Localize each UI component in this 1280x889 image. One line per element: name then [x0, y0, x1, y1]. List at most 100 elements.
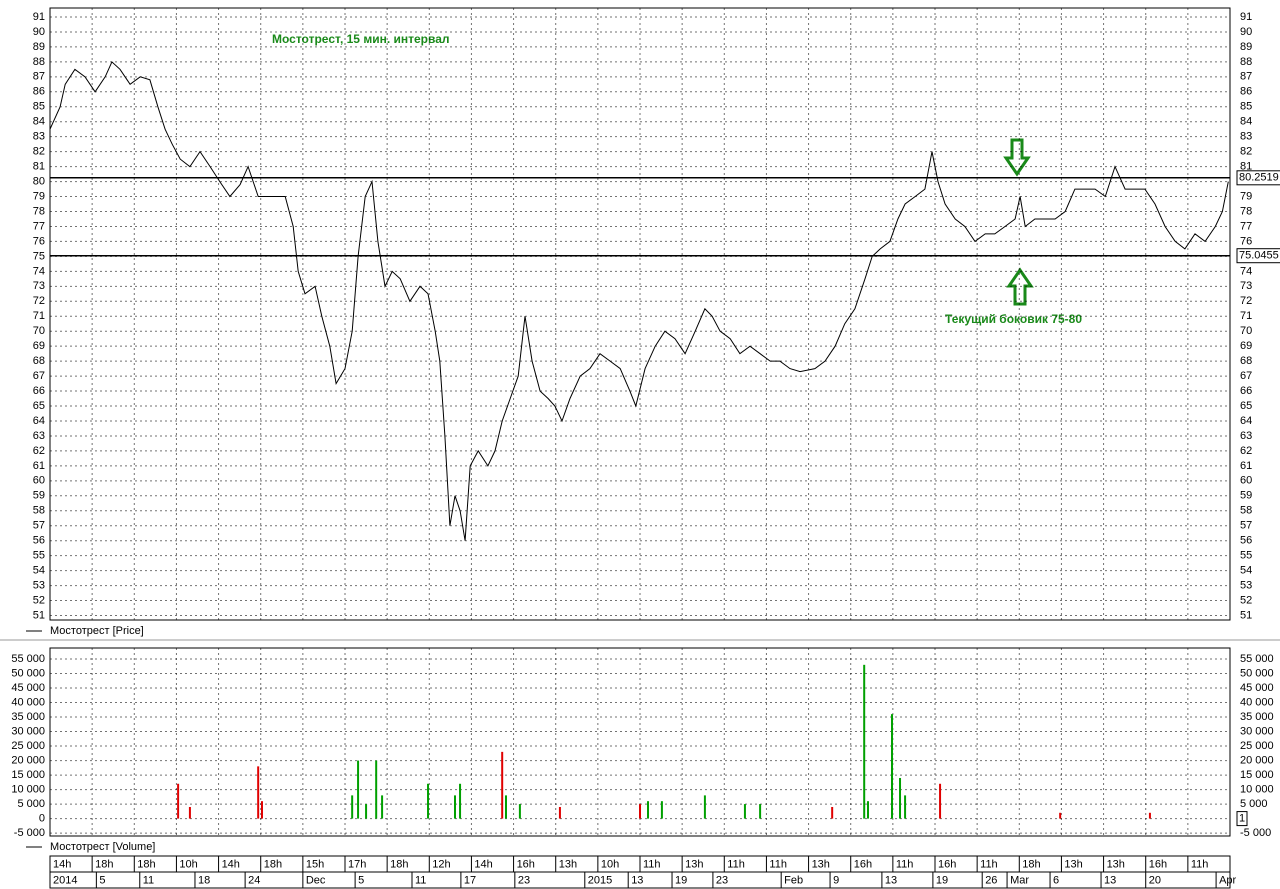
y-tick-label: 83 [33, 131, 45, 143]
x-tick-label: 18h [390, 858, 408, 870]
volume-bar [375, 760, 378, 819]
y-tick-label-right: 61 [1240, 460, 1252, 472]
x-date-label: 5 [358, 874, 364, 886]
y-tick-label: 15 000 [11, 769, 45, 781]
y-tick-label: 61 [33, 460, 45, 472]
y-tick-label: 81 [33, 161, 45, 173]
y-tick-label: 86 [33, 86, 45, 98]
y-tick-label-right: 5 000 [1240, 798, 1268, 810]
x-date-label: 11 [143, 874, 154, 886]
y-tick-label: 72 [33, 295, 45, 307]
y-tick-label: 90 [33, 26, 45, 38]
y-tick-label: 82 [33, 146, 45, 158]
y-tick-label-right: 58 [1240, 505, 1252, 517]
level-label: 75.0455 [1239, 250, 1279, 262]
y-tick-label-right: 66 [1240, 385, 1252, 397]
y-tick-label: 0 [39, 812, 45, 824]
y-tick-label: 53 [33, 579, 45, 591]
y-tick-label: 87 [33, 71, 45, 83]
volume-bar [518, 804, 521, 819]
volume-bar [1148, 812, 1151, 819]
y-tick-label-right: 71 [1240, 310, 1252, 322]
volume-bar [759, 804, 762, 819]
y-tick-label-right: 83 [1240, 131, 1252, 143]
price-line [49, 61, 1229, 541]
x-tick-label: 18h [137, 858, 155, 870]
x-date-label: 13 [885, 874, 897, 886]
y-tick-label: 55 000 [11, 653, 45, 665]
y-tick-label-right: 63 [1240, 430, 1252, 442]
volume-bar [743, 804, 746, 819]
y-tick-label: 79 [33, 190, 45, 202]
x-date-label: 24 [248, 874, 260, 886]
y-tick-label: 66 [33, 385, 45, 397]
volume-bar [891, 714, 894, 819]
y-tick-label: 88 [33, 56, 45, 68]
y-tick-label-right: 52 [1240, 594, 1252, 606]
volume-bar [1059, 812, 1062, 819]
x-tick-label: 11h [643, 858, 661, 870]
volume-last-box [1236, 811, 1248, 827]
y-tick-label: 60 [33, 475, 45, 487]
x-tick-label: 18h [95, 858, 113, 870]
y-tick-label-right: 20 000 [1240, 754, 1274, 766]
y-tick-label: 56 [33, 535, 45, 547]
y-tick-label: 68 [33, 355, 45, 367]
y-tick-label-right: 79 [1240, 190, 1252, 202]
x-date-label: Mar [1010, 874, 1029, 886]
x-date-label: 19 [675, 874, 687, 886]
y-tick-label: -5 000 [14, 827, 45, 839]
y-tick-label: 50 000 [11, 667, 45, 679]
y-tick-label-right: 55 000 [1240, 653, 1274, 665]
x-tick-label: 18h [1022, 858, 1040, 870]
legend-volume: Мостотрест [Volume] [50, 841, 155, 853]
y-tick-label-right: 78 [1240, 205, 1252, 217]
x-date-label: Feb [784, 874, 803, 886]
y-tick-label: 35 000 [11, 711, 45, 723]
x-tick-label: 10h [601, 858, 619, 870]
y-tick-label: 70 [33, 325, 45, 337]
volume-bar [639, 804, 641, 819]
x-tick-label: 11h [769, 858, 787, 870]
y-tick-label-right: 60 [1240, 475, 1252, 487]
x-date-label: 13 [1104, 874, 1116, 886]
y-tick-label: 77 [33, 220, 45, 232]
y-tick-label: 52 [33, 594, 45, 606]
volume-bar [863, 664, 866, 819]
level-label: 80.2519 [1239, 172, 1279, 184]
y-tick-label-right: 15 000 [1240, 769, 1274, 781]
y-tick-label-right: 30 000 [1240, 725, 1274, 737]
y-tick-label-right: 10 000 [1240, 783, 1274, 795]
x-tick-label: 13h [559, 858, 577, 870]
volume-bar [365, 804, 368, 819]
y-tick-label-right: 56 [1240, 535, 1252, 547]
y-tick-label-right: 86 [1240, 86, 1252, 98]
y-tick-label-right: 59 [1240, 490, 1252, 502]
y-tick-label: 63 [33, 430, 45, 442]
x-tick-label: 16h [517, 858, 535, 870]
y-tick-label: 65 [33, 400, 45, 412]
volume-bar [257, 766, 260, 819]
x-tick-label: 14h [474, 858, 492, 870]
x-tick-label: 14h [53, 858, 71, 870]
y-tick-label: 84 [33, 116, 45, 128]
x-tick-label: 15h [306, 858, 324, 870]
x-date-label: 23 [716, 874, 728, 886]
x-date-label: 9 [833, 874, 839, 886]
y-tick-label: 74 [33, 265, 45, 277]
y-tick-label-right: 45 000 [1240, 682, 1274, 694]
x-date-label: 17 [464, 874, 476, 886]
y-tick-label-right: 81 [1240, 161, 1252, 173]
y-tick-label-right: 35 000 [1240, 711, 1274, 723]
x-date-label: 19 [936, 874, 948, 886]
x-date-label: 26 [985, 874, 997, 886]
y-tick-label-right: 62 [1240, 445, 1252, 457]
legend-price: Мостотрест [Price] [50, 625, 144, 637]
y-tick-label: 80 [33, 175, 45, 187]
y-tick-label-right: 88 [1240, 56, 1252, 68]
y-tick-label: 40 000 [11, 696, 45, 708]
y-tick-label-right: 84 [1240, 116, 1252, 128]
y-tick-label: 62 [33, 445, 45, 457]
x-date-label: 11 [415, 874, 426, 886]
